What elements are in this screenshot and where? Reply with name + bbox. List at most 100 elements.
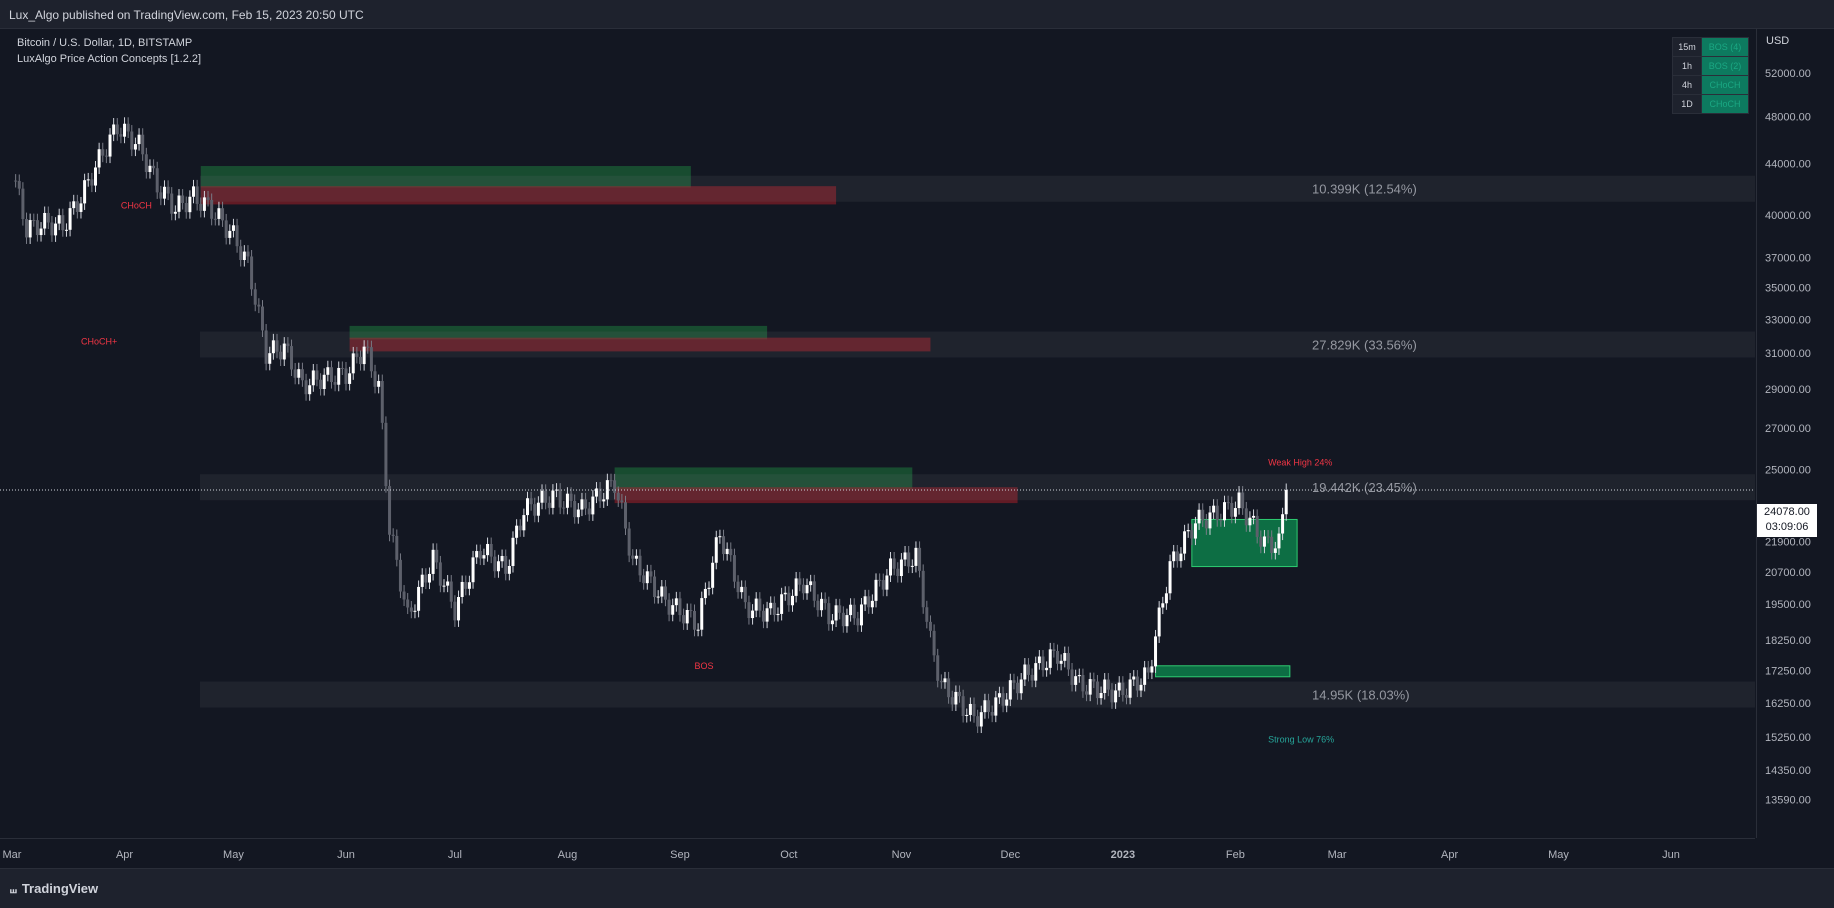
- candle-body: [1168, 561, 1172, 594]
- candle-body: [137, 134, 141, 145]
- candle-body: [536, 502, 540, 516]
- candle-body: [1059, 660, 1063, 664]
- candle-body: [1233, 508, 1237, 517]
- chart-area[interactable]: 10.399K (12.54%) 27.829K (33.56%) 19.442K …: [0, 29, 1755, 838]
- time-tick-label: Apr: [116, 849, 133, 861]
- candle-body: [950, 697, 954, 705]
- candle-body: [830, 620, 834, 625]
- price-tick-label: 40000.00: [1765, 210, 1811, 222]
- candle-body: [155, 168, 159, 193]
- mtf-status: BOS (4): [1701, 37, 1749, 57]
- price-tick-label: 35000.00: [1765, 282, 1811, 294]
- candle-body: [529, 498, 533, 505]
- candle-body: [424, 574, 428, 583]
- candle-body: [438, 562, 442, 586]
- candle-body: [112, 124, 116, 135]
- candle-body: [584, 499, 588, 509]
- candle-body: [1219, 520, 1223, 522]
- candle-body: [442, 585, 446, 587]
- candle-body: [562, 507, 566, 509]
- price-tick-label: 31000.00: [1765, 348, 1811, 360]
- candle-body: [751, 610, 755, 619]
- structure-label: Strong Low 76%: [1268, 735, 1334, 745]
- candle-body: [613, 480, 617, 493]
- candle-body: [569, 493, 573, 501]
- candle-body: [1179, 553, 1183, 562]
- candle-body: [268, 353, 272, 364]
- candle-body: [57, 215, 61, 224]
- structure-label: CHoCH: [121, 200, 152, 210]
- candle-body: [362, 346, 366, 365]
- candle-body: [714, 537, 718, 563]
- candle-body: [954, 691, 958, 705]
- candle-body: [1121, 682, 1125, 696]
- candle-body: [195, 186, 199, 204]
- candle-body: [152, 165, 156, 169]
- candle-body: [1284, 489, 1288, 515]
- candle-body: [624, 502, 628, 529]
- candle-body: [1103, 679, 1107, 694]
- candle-body: [827, 603, 831, 625]
- candle-body: [496, 561, 500, 572]
- candle-body: [965, 714, 969, 716]
- candle-body: [870, 600, 874, 608]
- price-tick-label: 18250.00: [1765, 635, 1811, 647]
- candle-body: [892, 558, 896, 569]
- candle-body: [133, 144, 137, 150]
- candle-body: [1190, 530, 1194, 539]
- candle-body: [845, 615, 849, 627]
- candle-body: [1110, 689, 1114, 703]
- mtf-row: 4h CHoCH: [1672, 75, 1749, 95]
- candle-body: [50, 222, 54, 236]
- candle-body: [1023, 664, 1027, 680]
- candle-body: [184, 202, 188, 213]
- candle-body: [228, 230, 232, 238]
- time-axis[interactable]: Mar Apr May Jun Jul Aug Sep Oct Nov Dec 2023 Feb Mar…: [0, 838, 1755, 869]
- candle-body: [271, 340, 275, 354]
- price-chart[interactable]: 10.399K (12.54%) 27.829K (33.56%) 19.442K …: [0, 29, 1755, 838]
- tradingview-logo[interactable]: ⧢ TradingView: [10, 881, 98, 897]
- candle-body: [533, 504, 537, 516]
- candle-body: [1019, 679, 1023, 694]
- candle-body: [388, 486, 392, 535]
- candle-body: [943, 678, 947, 683]
- candle-body: [380, 381, 384, 423]
- candle-body: [957, 691, 961, 697]
- structure-label: Weak High 24%: [1268, 457, 1332, 467]
- candle-body: [231, 225, 235, 231]
- time-tick-label: May: [223, 849, 244, 861]
- candle-body: [1248, 517, 1252, 526]
- price-axis[interactable]: 52000.00 48000.00 44000.00 40000.00 37000.00…: [1756, 29, 1834, 838]
- time-tick-label: Jul: [448, 849, 462, 861]
- candle-body: [1270, 536, 1274, 553]
- candle-body: [653, 576, 657, 598]
- candle-body: [947, 678, 951, 698]
- candle-body: [1244, 508, 1248, 526]
- candle-body: [104, 155, 108, 157]
- candle-body: [634, 555, 638, 559]
- candle-body: [213, 218, 217, 220]
- candle-body: [315, 370, 319, 380]
- candle-body: [899, 559, 903, 577]
- candle-body: [878, 579, 882, 581]
- candle-body: [1088, 679, 1092, 695]
- candle-body: [235, 225, 239, 247]
- candle-body: [304, 380, 308, 395]
- zone-bear: [614, 487, 1018, 504]
- candle-body: [192, 186, 196, 197]
- candle-body: [202, 197, 206, 211]
- candle-body: [732, 555, 736, 582]
- candle-body: [1124, 695, 1128, 698]
- candle-body: [224, 220, 228, 238]
- candle-body: [359, 356, 363, 365]
- zone-bull: [349, 325, 768, 340]
- candle-body: [14, 180, 18, 182]
- candle-body: [667, 599, 671, 615]
- candle-body: [598, 488, 602, 502]
- current-price-value: 24078.00: [1764, 506, 1810, 518]
- price-tick-label: 15250.00: [1765, 732, 1811, 744]
- candle-body: [867, 596, 871, 608]
- candle-body: [148, 165, 152, 173]
- candle-body: [645, 571, 649, 584]
- candle-body: [743, 586, 747, 603]
